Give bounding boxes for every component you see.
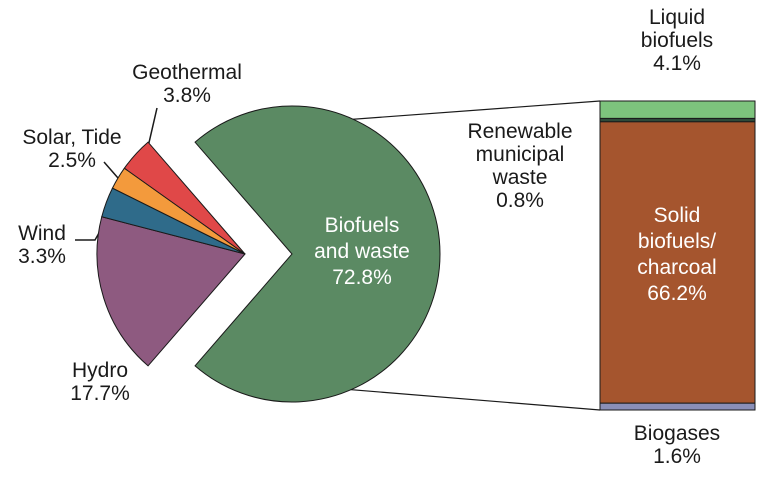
pie-slice-biofuels-and-waste: [194, 105, 441, 403]
segment-label-renewable-municipal-waste: waste: [492, 166, 548, 189]
segment-label-renewable-municipal-waste: Renewable: [467, 120, 572, 143]
slice-label-wind: Wind: [18, 222, 66, 245]
segment-label-solid-biofuels-charcoal: charcoal: [637, 256, 716, 279]
slice-label-solar-tide: 2.5%: [48, 149, 96, 172]
slice-label-solar-tide: Solar, Tide: [22, 126, 121, 149]
slice-label-hydro: 17.7%: [70, 382, 130, 405]
pie-slice-hydro: [96, 216, 246, 367]
segment-label-solid-biofuels-charcoal: Solid: [654, 204, 701, 227]
segment-label-liquid-biofuels: Liquid: [649, 6, 705, 29]
slice-label-hydro: Hydro: [72, 359, 128, 382]
slice-label-wind: 3.3%: [18, 245, 66, 268]
bar-segment-solid-biofuels-charcoal: [599, 121, 756, 404]
slice-label-biofuels-and-waste: Biofuels: [325, 214, 400, 237]
slice-label-biofuels-and-waste: and waste: [314, 240, 410, 263]
segment-label-solid-biofuels-charcoal: 66.2%: [647, 282, 707, 305]
slice-label-geothermal: 3.8%: [163, 84, 211, 107]
bar-segment-liquid-biofuels: [599, 100, 756, 119]
segment-label-solid-biofuels-charcoal: biofuels/: [638, 230, 716, 253]
bar-segment-biogases: [599, 402, 756, 411]
breakdown-bar: [599, 100, 756, 411]
pie-slices: [96, 105, 441, 403]
segment-label-renewable-municipal-waste: 0.8%: [496, 189, 544, 212]
segment-label-renewable-municipal-waste: municipal: [476, 143, 565, 166]
pie-slice-geothermal: [123, 141, 246, 255]
segment-label-biogases: 1.6%: [653, 445, 701, 468]
slice-label-biofuels-and-waste: 72.8%: [332, 266, 392, 289]
segment-label-biogases: Biogases: [634, 422, 720, 445]
segment-label-liquid-biofuels: biofuels: [641, 29, 713, 52]
slice-label-geothermal: Geothermal: [132, 61, 242, 84]
segment-label-liquid-biofuels: 4.1%: [653, 52, 701, 75]
bar-segment-renewable-municipal-waste: [599, 117, 756, 123]
